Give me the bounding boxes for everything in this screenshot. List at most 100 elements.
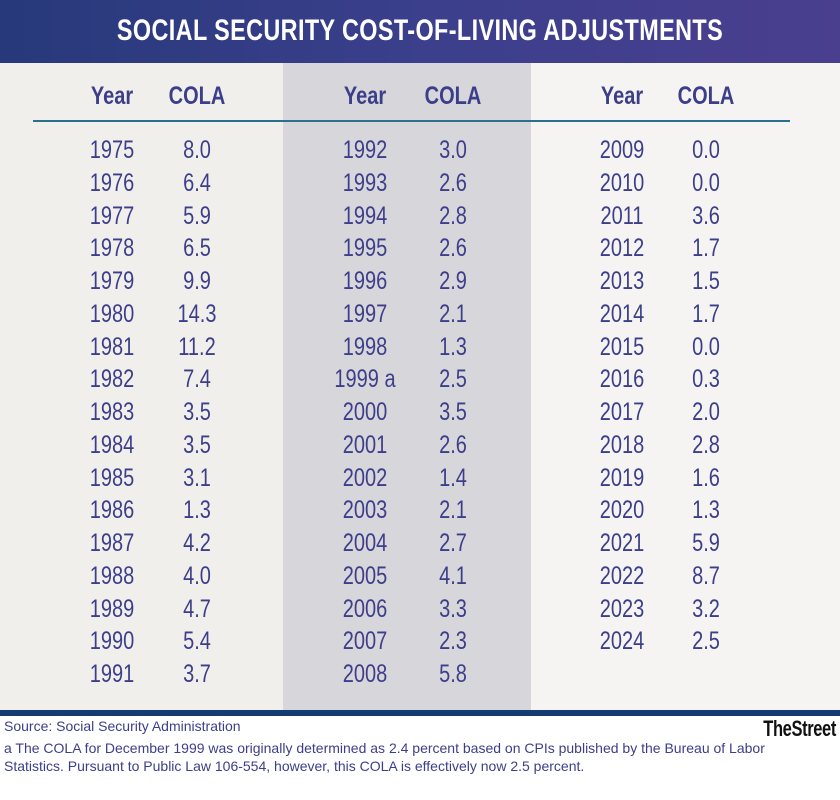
cola-value-cell: 0.0 xyxy=(692,332,720,361)
cola-value-cell: 14.3 xyxy=(177,299,217,328)
year-cell: 2022 xyxy=(599,561,645,590)
year-cell: 2024 xyxy=(599,627,645,656)
cola-value-cell: 5.9 xyxy=(183,201,211,230)
year-cell: 2000 xyxy=(342,398,388,426)
year-cell: 1980 xyxy=(89,299,135,328)
year-cell: 2003 xyxy=(342,496,388,525)
cola-value-cell: 2.1 xyxy=(439,299,467,328)
year-cell: 1986 xyxy=(89,496,135,525)
year-cell: 2008 xyxy=(342,660,388,688)
year-cell: 1995 xyxy=(342,234,388,263)
cola-value-cell: 0.0 xyxy=(692,136,720,164)
year-cell: 1978 xyxy=(89,234,135,263)
year-cell: 1998 xyxy=(342,332,388,361)
cola-value-cell: 5.4 xyxy=(183,627,211,656)
year-cell: 1997 xyxy=(342,299,388,328)
cola-value-cell: 6.4 xyxy=(183,168,211,197)
cola-value-cell: 4.2 xyxy=(183,529,211,557)
cola-value-cell: 4.0 xyxy=(183,561,211,590)
year-cell: 2017 xyxy=(599,398,645,426)
thestreet-logo: TheStreet xyxy=(763,716,836,741)
year-cell: 2023 xyxy=(599,594,645,623)
middle-column-band xyxy=(283,63,531,710)
year-cell: 1975 xyxy=(89,136,135,164)
cola-value-cell: 1.3 xyxy=(692,496,720,525)
year-cell: 2004 xyxy=(342,529,388,557)
cola-value-cell: 2.6 xyxy=(439,168,467,197)
year-cell: 2006 xyxy=(342,594,388,623)
year-cell: 2007 xyxy=(342,627,388,656)
cola-value-cell: 1.3 xyxy=(439,332,467,361)
cola-value-cell: 3.5 xyxy=(183,430,211,459)
cola-value-cell: 3.6 xyxy=(692,201,720,230)
cola-value-cell: 2.1 xyxy=(439,496,467,525)
year-cell: 1985 xyxy=(89,463,135,492)
cola-value-cell: 8.7 xyxy=(692,561,720,590)
title-banner: SOCIAL SECURITY COST-OF-LIVING ADJUSTMEN… xyxy=(0,0,840,63)
year-cell: 1992 xyxy=(342,136,388,164)
cola-value-cell: 5.9 xyxy=(692,529,720,557)
header-divider xyxy=(33,120,790,122)
cola-value-cell: 1.7 xyxy=(692,234,720,263)
year-cell: 2012 xyxy=(599,234,645,263)
year-cell: 2013 xyxy=(599,267,645,295)
year-cell: 1983 xyxy=(89,398,135,426)
year-cell: 1987 xyxy=(89,529,135,557)
cola-value-cell: 2.8 xyxy=(439,201,467,230)
cola-value-cell: 1.7 xyxy=(692,299,720,328)
cola-value-cell: 1.3 xyxy=(183,496,211,525)
cola-value-cell: 9.9 xyxy=(183,267,211,295)
year-cell: 1993 xyxy=(342,168,388,197)
year-cell: 1984 xyxy=(89,430,135,459)
year-cell: 2001 xyxy=(342,430,388,459)
year-cell: 2011 xyxy=(600,201,644,230)
year-cell: 1982 xyxy=(89,365,135,394)
column-header-year: Year xyxy=(343,82,387,110)
cola-value-cell: 3.0 xyxy=(439,136,467,164)
year-cell: 2016 xyxy=(599,365,645,394)
year-cell: 1996 xyxy=(342,267,388,295)
year-cell: 2002 xyxy=(342,463,388,492)
cola-value-cell: 4.7 xyxy=(183,594,211,623)
cola-value-cell: 0.0 xyxy=(692,168,720,197)
cola-value-cell: 3.3 xyxy=(439,594,467,623)
year-cell: 2010 xyxy=(599,168,645,197)
year-cell: 1991 xyxy=(89,660,135,688)
cola-value-cell: 2.6 xyxy=(439,430,467,459)
year-cell: 1988 xyxy=(89,561,135,590)
year-cell: 2009 xyxy=(599,136,645,164)
cola-value-cell: 2.9 xyxy=(439,267,467,295)
cola-value-cell: 5.8 xyxy=(439,660,467,688)
cola-value-cell: 2.3 xyxy=(439,627,467,656)
cola-value-cell: 3.5 xyxy=(439,398,467,426)
footnote-text: a The COLA for December 1999 was origina… xyxy=(4,740,765,774)
column-header-year: Year xyxy=(600,82,644,110)
page-title: SOCIAL SECURITY COST-OF-LIVING ADJUSTMEN… xyxy=(116,14,724,47)
cola-value-cell: 2.7 xyxy=(439,529,467,557)
cola-value-cell: 0.3 xyxy=(692,365,720,394)
year-cell: 2005 xyxy=(342,561,388,590)
column-header-cola: COLA xyxy=(677,82,735,110)
year-cell: 1977 xyxy=(89,201,135,230)
cola-value-cell: 11.2 xyxy=(178,332,216,361)
cola-value-cell: 1.5 xyxy=(692,267,720,295)
cola-value-cell: 4.1 xyxy=(439,561,467,590)
year-cell: 1976 xyxy=(89,168,135,197)
cola-value-cell: 1.6 xyxy=(692,463,720,492)
year-cell: 2015 xyxy=(599,332,645,361)
cola-value-cell: 2.6 xyxy=(439,234,467,263)
year-cell: 2020 xyxy=(599,496,645,525)
column-header-cola: COLA xyxy=(168,82,226,110)
column-header-year: Year xyxy=(90,82,134,110)
year-cell: 1989 xyxy=(89,594,135,623)
cola-value-cell: 2.5 xyxy=(439,365,467,394)
cola-value-cell: 3.1 xyxy=(183,463,211,492)
year-cell: 1981 xyxy=(89,332,135,361)
cola-value-cell: 2.0 xyxy=(692,398,720,426)
cola-value-cell: 3.7 xyxy=(183,660,211,688)
cola-value-cell: 2.8 xyxy=(692,430,720,459)
cola-value-cell: 6.5 xyxy=(183,234,211,263)
cola-value-cell: 2.5 xyxy=(692,627,720,656)
year-cell: 1999 a xyxy=(334,365,396,394)
cola-value-cell: 1.4 xyxy=(439,463,467,492)
